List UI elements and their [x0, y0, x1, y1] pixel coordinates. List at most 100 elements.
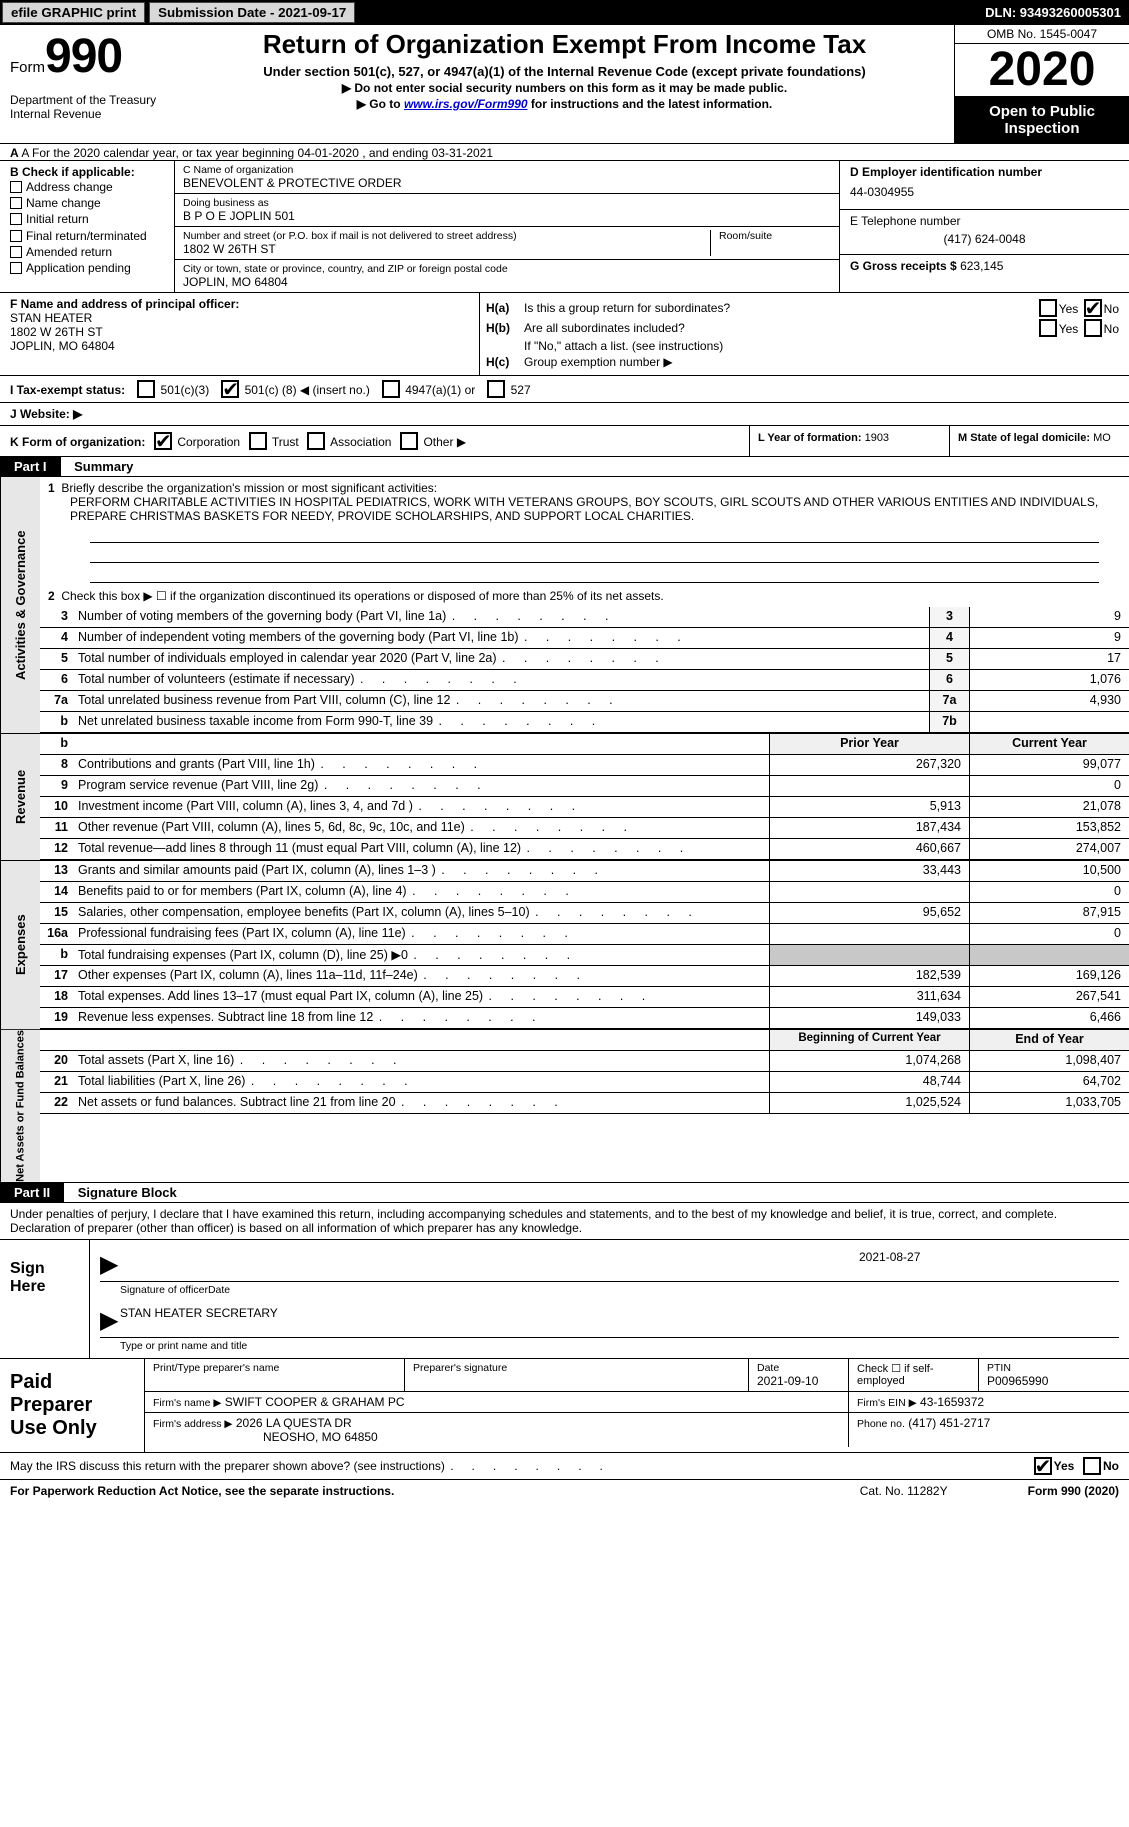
data-row: 16aProfessional fundraising fees (Part I… — [40, 924, 1129, 945]
dba: B P O E JOPLIN 501 — [183, 209, 831, 223]
prior-val — [769, 924, 969, 944]
website-row: J Website: ▶ — [0, 403, 1129, 426]
ck-application-pending[interactable]: Application pending — [10, 260, 166, 276]
ha-yes-checkbox[interactable] — [1039, 299, 1057, 317]
ck-trust[interactable] — [249, 432, 267, 450]
sign-date: 2021-08-27 — [859, 1250, 1119, 1279]
ck-other[interactable] — [400, 432, 418, 450]
net-header-row: Beginning of Current Year End of Year — [40, 1030, 1129, 1051]
no-label-2: No — [1104, 322, 1119, 336]
topbar: efile GRAPHIC print Submission Date - 20… — [0, 0, 1129, 25]
hc-text: Group exemption number ▶ — [524, 355, 1119, 369]
sign-arrow-1: ▶ — [100, 1250, 120, 1279]
sign-here-row: Sign Here ▶ 2021-08-27 Signature of offi… — [0, 1239, 1129, 1359]
row-desc: Professional fundraising fees (Part IX, … — [74, 924, 769, 944]
row-desc: Net assets or fund balances. Subtract li… — [74, 1093, 769, 1113]
data-row: 11Other revenue (Part VIII, column (A), … — [40, 818, 1129, 839]
row-num: 20 — [40, 1051, 74, 1071]
prior-val: 1,025,524 — [769, 1093, 969, 1113]
ck-4947[interactable] — [382, 380, 400, 398]
row-num: b — [40, 712, 74, 732]
data-row: 13Grants and similar amounts paid (Part … — [40, 861, 1129, 882]
row-num: 17 — [40, 966, 74, 986]
mission-text: PERFORM CHARITABLE ACTIVITIES IN HOSPITA… — [48, 495, 1121, 523]
current-val — [969, 945, 1129, 965]
ptin: P00965990 — [987, 1374, 1121, 1388]
column-h: H(a) Is this a group return for subordin… — [480, 293, 1129, 375]
submission-date-button[interactable]: Submission Date - 2021-09-17 — [149, 2, 355, 23]
city-label: City or town, state or province, country… — [183, 263, 831, 275]
form-number: 990 — [45, 30, 122, 83]
ck-501c3[interactable] — [137, 380, 155, 398]
row-desc: Benefits paid to or for members (Part IX… — [74, 882, 769, 902]
row-val: 4,930 — [969, 691, 1129, 711]
row-desc: Total assets (Part X, line 16) — [74, 1051, 769, 1071]
row-box: 6 — [929, 670, 969, 690]
row-num: 4 — [40, 628, 74, 648]
revenue-table: Revenue b Prior Year Current Year 8Contr… — [0, 733, 1129, 860]
current-val: 0 — [969, 776, 1129, 796]
current-val: 1,098,407 — [969, 1051, 1129, 1071]
goto-line: ▶ Go to www.irs.gov/Form990 for instruct… — [181, 97, 948, 111]
row-num: 8 — [40, 755, 74, 775]
row-num: 13 — [40, 861, 74, 881]
firm-phone: (417) 451-2717 — [908, 1416, 990, 1430]
form-header: Form990 Department of the Treasury Inter… — [0, 25, 1129, 144]
calendar-year-text: A For the 2020 calendar year, or tax yea… — [21, 146, 493, 160]
ck-501c[interactable] — [221, 380, 239, 398]
prep-selfemp: Check ☐ if self-employed — [849, 1359, 979, 1391]
preparer-label: Paid Preparer Use Only — [0, 1359, 145, 1452]
dba-label: Doing business as — [183, 197, 831, 209]
column-f: F Name and address of principal officer:… — [0, 293, 480, 375]
prior-val — [769, 882, 969, 902]
current-val: 274,007 — [969, 839, 1129, 859]
current-val: 0 — [969, 924, 1129, 944]
ck-corporation[interactable] — [154, 432, 172, 450]
underline-2 — [90, 545, 1099, 563]
527-label: 527 — [511, 383, 531, 397]
gov-row: 3Number of voting members of the governi… — [40, 607, 1129, 628]
side-netassets: Net Assets or Fund Balances — [0, 1030, 40, 1182]
efile-print-button[interactable]: efile GRAPHIC print — [2, 2, 145, 23]
row-num: 12 — [40, 839, 74, 859]
hb-no-checkbox[interactable] — [1084, 319, 1102, 337]
row-num: 22 — [40, 1093, 74, 1113]
row-desc: Salaries, other compensation, employee b… — [74, 903, 769, 923]
row-val — [969, 712, 1129, 732]
hb-yes-checkbox[interactable] — [1039, 319, 1057, 337]
tax-year: 2020 — [955, 44, 1129, 97]
ck-name-change[interactable]: Name change — [10, 195, 166, 211]
ck-initial-return[interactable]: Initial return — [10, 211, 166, 227]
l-label: L Year of formation: — [758, 432, 862, 444]
declare-text: Under penalties of perjury, I declare th… — [0, 1203, 1129, 1239]
current-val: 153,852 — [969, 818, 1129, 838]
end-year-hdr: End of Year — [969, 1030, 1129, 1050]
gov-row: 4Number of independent voting members of… — [40, 628, 1129, 649]
ck-address-change[interactable]: Address change — [10, 179, 166, 195]
data-row: 12Total revenue—add lines 8 through 11 (… — [40, 839, 1129, 860]
yes-label-2: Yes — [1059, 322, 1079, 336]
row-desc: Investment income (Part VIII, column (A)… — [74, 797, 769, 817]
501c3-label: 501(c)(3) — [161, 383, 210, 397]
ha-no-checkbox[interactable] — [1084, 299, 1102, 317]
i-label: I Tax-exempt status: — [10, 383, 125, 397]
ck-527[interactable] — [487, 380, 505, 398]
may-yes-checkbox[interactable] — [1034, 1457, 1052, 1475]
prior-val: 149,033 — [769, 1008, 969, 1028]
ck-association[interactable] — [307, 432, 325, 450]
may-no-checkbox[interactable] — [1083, 1457, 1101, 1475]
officer-print-name: STAN HEATER SECRETARY — [120, 1306, 1119, 1335]
hb-label: H(b) — [486, 321, 524, 335]
ck-amended-return[interactable]: Amended return — [10, 244, 166, 260]
prior-val: 33,443 — [769, 861, 969, 881]
row-num: 19 — [40, 1008, 74, 1028]
ck-final-return[interactable]: Final return/terminated — [10, 228, 166, 244]
department-text: Department of the Treasury Internal Reve… — [10, 94, 167, 122]
sign-arrow-2: ▶ — [100, 1306, 120, 1335]
may-yes-label: Yes — [1054, 1459, 1075, 1473]
side-revenue: Revenue — [0, 734, 40, 860]
section-bcd: B Check if applicable: Address change Na… — [0, 161, 1129, 293]
goto-link[interactable]: www.irs.gov/Form990 — [404, 97, 528, 111]
street-label: Number and street (or P.O. box if mail i… — [183, 230, 702, 242]
row-num: 10 — [40, 797, 74, 817]
